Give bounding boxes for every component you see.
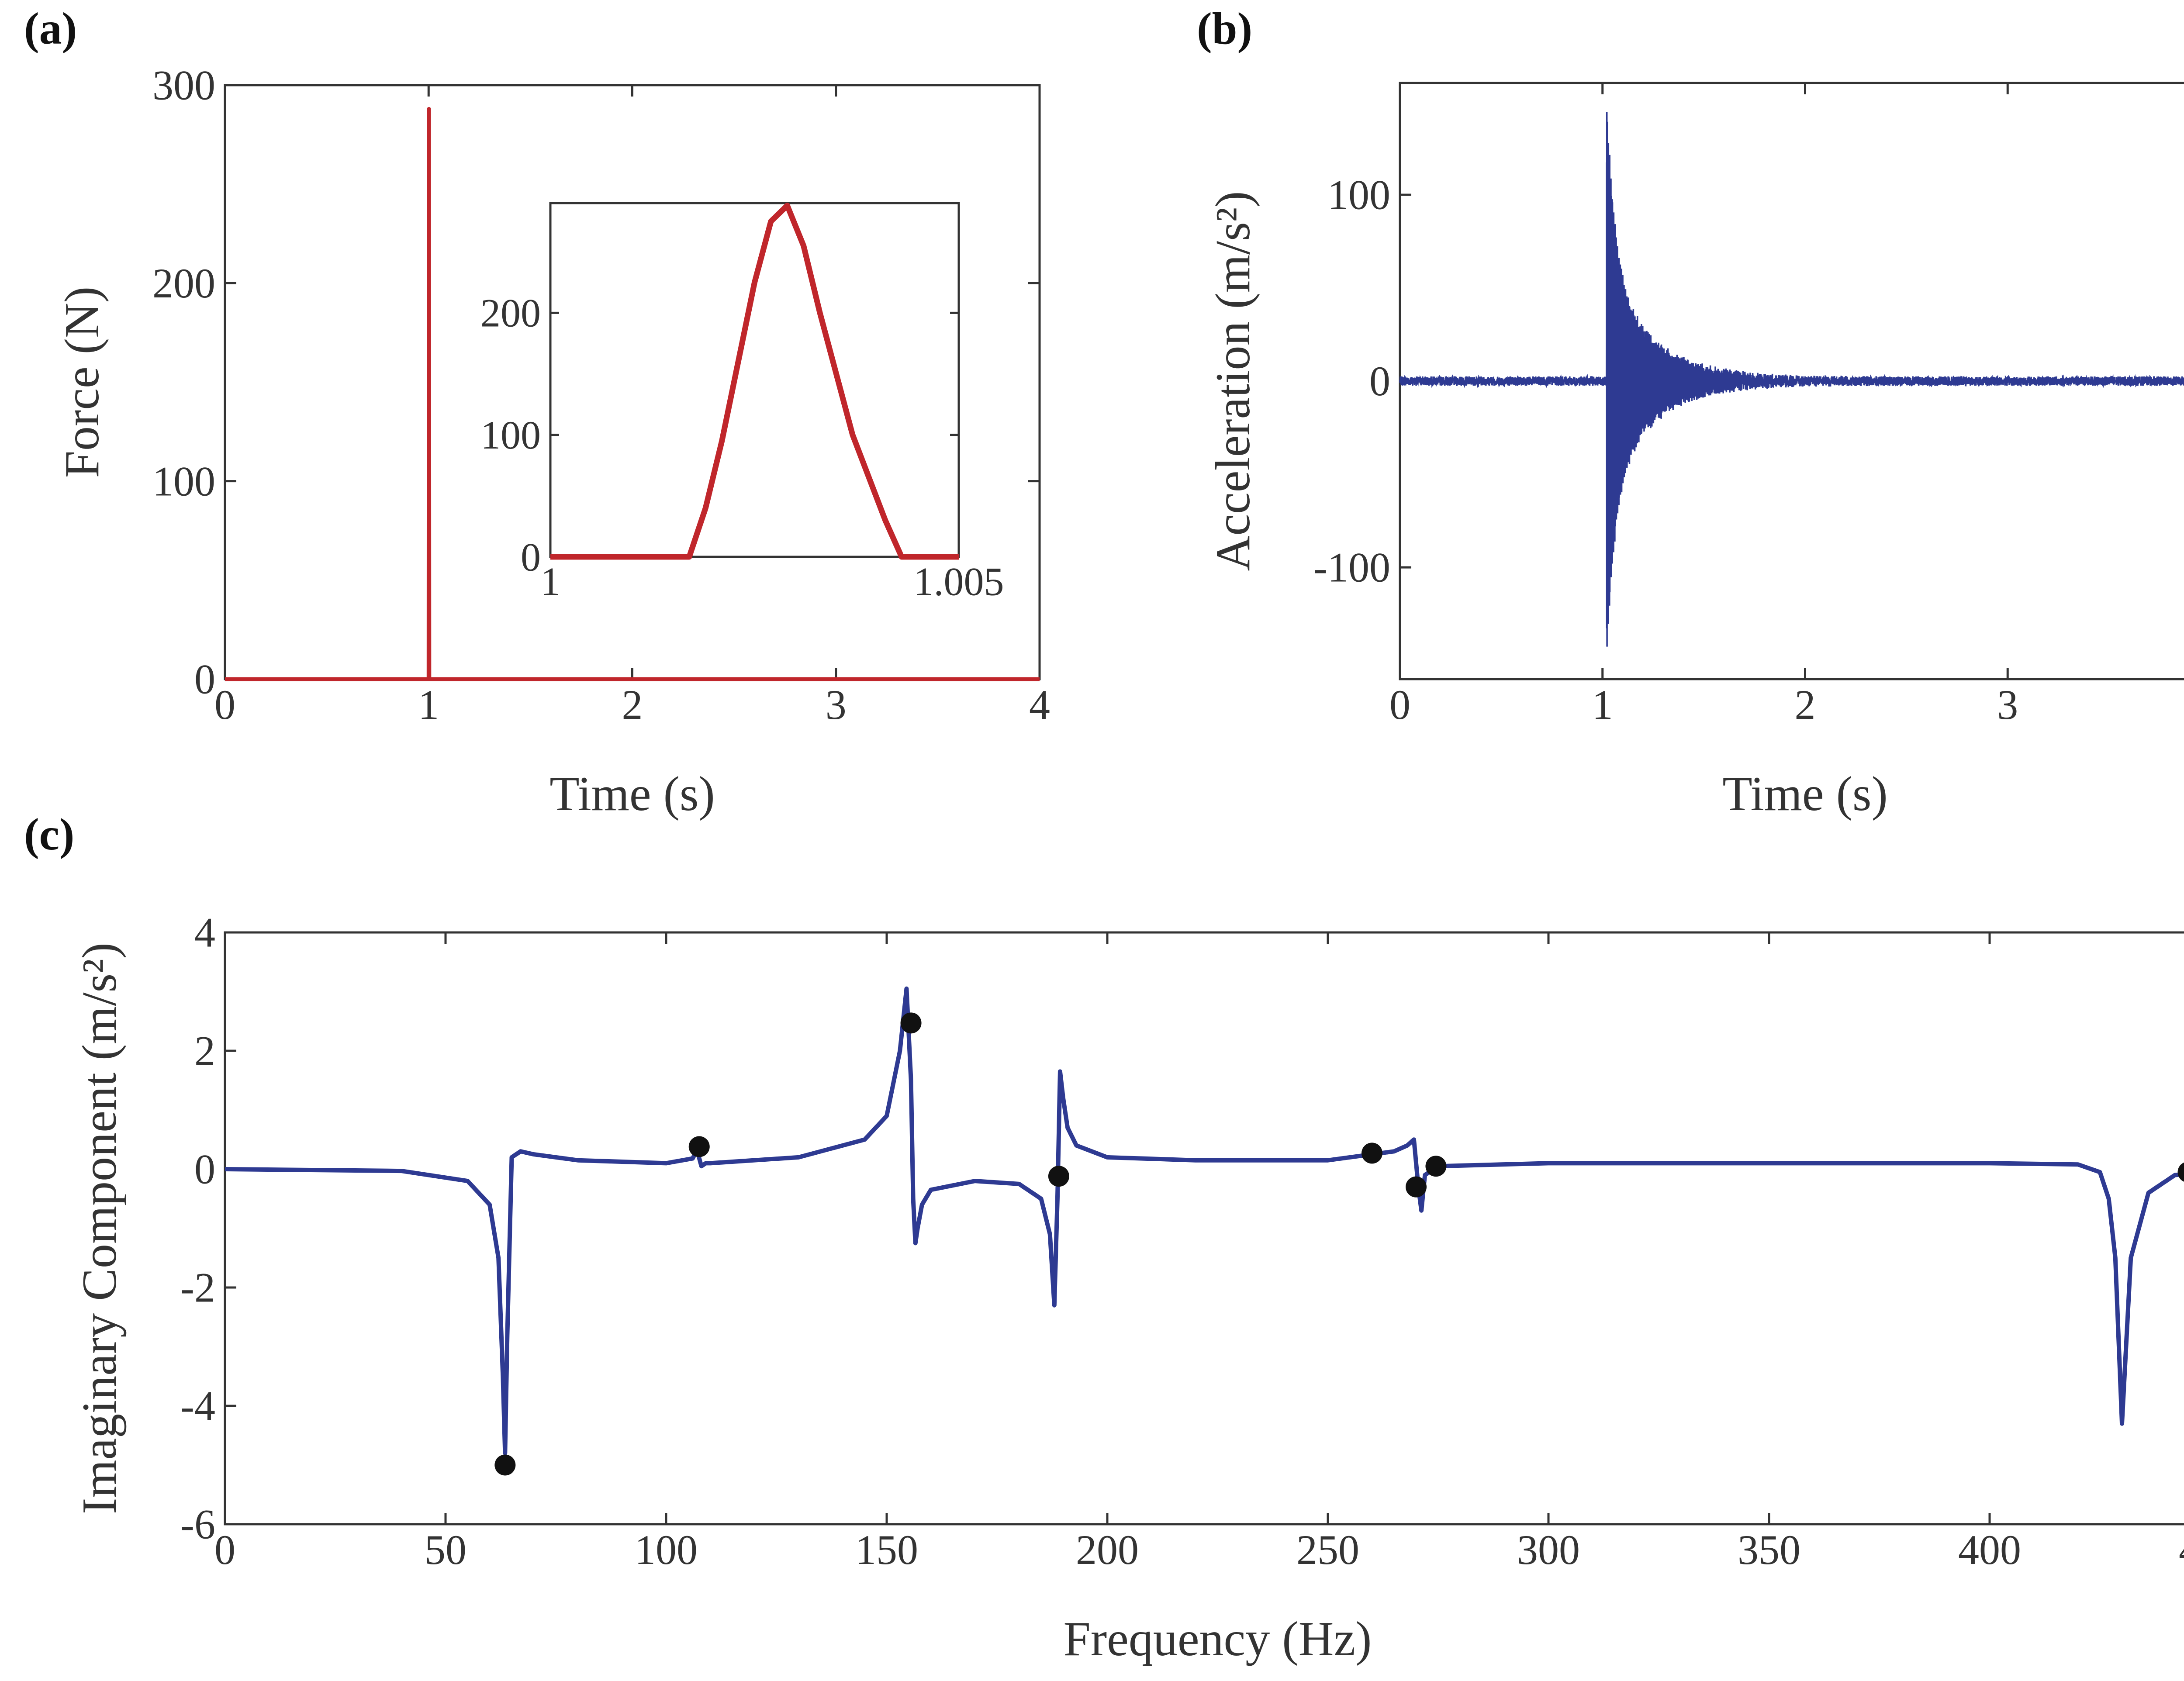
panel-c-imaginary-series: [225, 986, 2184, 1456]
panel-a-label: (a): [24, 3, 77, 54]
panel-a-inset-y-tick-label: 200: [480, 291, 541, 335]
panel-c-peak-marker: [1425, 1156, 1447, 1177]
panel-b-y-tick-label: 0: [1369, 358, 1390, 404]
panel-a-x-axis-label: Time (s): [549, 767, 715, 821]
panel-c-y-tick-label: 0: [194, 1146, 215, 1193]
panel-c-x-tick-label: 100: [635, 1526, 698, 1573]
panel-b-y-tick-label: -100: [1313, 544, 1390, 591]
panel-b-x-axis-label: Time (s): [1722, 767, 1888, 821]
panel-c-y-tick-label: -6: [180, 1501, 215, 1548]
panel-a-x-tick-label: 2: [622, 681, 643, 728]
panel-c-x-tick-label: 300: [1517, 1526, 1580, 1573]
panel-c-label: (c): [24, 809, 74, 859]
panel-c-peak-marker: [1406, 1176, 1427, 1198]
panel-c-y-tick-label: -4: [180, 1383, 215, 1429]
panel-c-y-tick-label: 4: [194, 909, 215, 956]
panel-c-peak-marker: [494, 1454, 516, 1476]
panel-a-inset-x-tick-label: 1: [540, 559, 560, 604]
panel-c-y-tick-label: -2: [180, 1264, 215, 1311]
panel-c-peak-marker: [2177, 1162, 2184, 1182]
panel-b-x-tick-label: 3: [1997, 681, 2018, 728]
panel-c-imaginary-chart: 0 50 100 150 200 250 300 350 400 450 -6 -4 -2 0 2 4 Fre…: [73, 909, 2184, 1666]
panel-c-x-tick-label: 350: [1738, 1526, 1800, 1573]
panel-a-x-tick-label: 3: [826, 681, 847, 728]
panel-c-y-tick-label: 2: [194, 1028, 215, 1074]
panel-a-x-tick-label: 1: [418, 681, 439, 728]
panel-a-force-series: [225, 107, 1040, 681]
panel-c-x-tick-label: 450: [2179, 1526, 2184, 1573]
panel-b-x-tick-label: 0: [1389, 681, 1410, 728]
panel-a-y-tick-label: 300: [152, 62, 215, 109]
panel-c-x-tick-label: 400: [1958, 1526, 2021, 1573]
panel-c-peak-marker: [688, 1136, 710, 1157]
panel-a-inset-x-tick-label: 1.005: [914, 559, 1004, 604]
panel-a-y-axis-label: Force (N): [55, 286, 109, 478]
panel-a-inset-background: [550, 203, 959, 557]
panel-c-x-tick-label: 150: [855, 1526, 918, 1573]
panel-c-x-tick-label: 200: [1076, 1526, 1139, 1573]
panel-a-inset-force-series: [550, 203, 959, 560]
panel-b-label: (b): [1197, 3, 1252, 54]
panel-a-inset-y-tick-label: 100: [480, 413, 541, 457]
panel-c-x-axis-label: Frequency (Hz): [1064, 1612, 1372, 1666]
panel-a-x-tick-label: 0: [214, 681, 235, 728]
panel-a-x-tick-label: 4: [1029, 681, 1050, 728]
panel-b-acceleration-series: [1399, 112, 2184, 647]
panel-c-peak-marker: [1048, 1166, 1069, 1187]
panel-c-peak-marker: [900, 1012, 922, 1034]
panel-c-x-tick-label: 0: [214, 1526, 235, 1573]
panel-a-inset: 1 1.005 0 100 200: [480, 202, 1004, 604]
panel-b-y-tick-label: 100: [1327, 172, 1390, 218]
panel-a-y-tick-label: 100: [152, 458, 215, 504]
panel-c-y-axis-label: Imaginary Component (m/s²): [73, 942, 127, 1514]
panel-b-x-tick-label: 2: [1795, 681, 1816, 728]
panel-c-x-tick-label: 50: [425, 1526, 467, 1573]
panel-c-plot-area: 0 50 100 150 200 250 300 350 400 450 -6 -4 -2 0 2 4: [180, 909, 2184, 1573]
panel-a-y-tick-label: 0: [194, 656, 215, 703]
panel-b-x-tick-label: 1: [1592, 681, 1613, 728]
panel-c-axes-frame: [224, 931, 2184, 1526]
panel-a-y-tick-label: 200: [152, 260, 215, 307]
panel-c-x-tick-label: 250: [1296, 1526, 1359, 1573]
panel-c-peak-marker: [1362, 1143, 1382, 1164]
panel-b-y-axis-label: Acceleration (m/s²): [1206, 191, 1260, 571]
panel-a-inset-axes-frame: [549, 202, 960, 558]
panel-a-inset-y-tick-label: 0: [521, 535, 541, 579]
